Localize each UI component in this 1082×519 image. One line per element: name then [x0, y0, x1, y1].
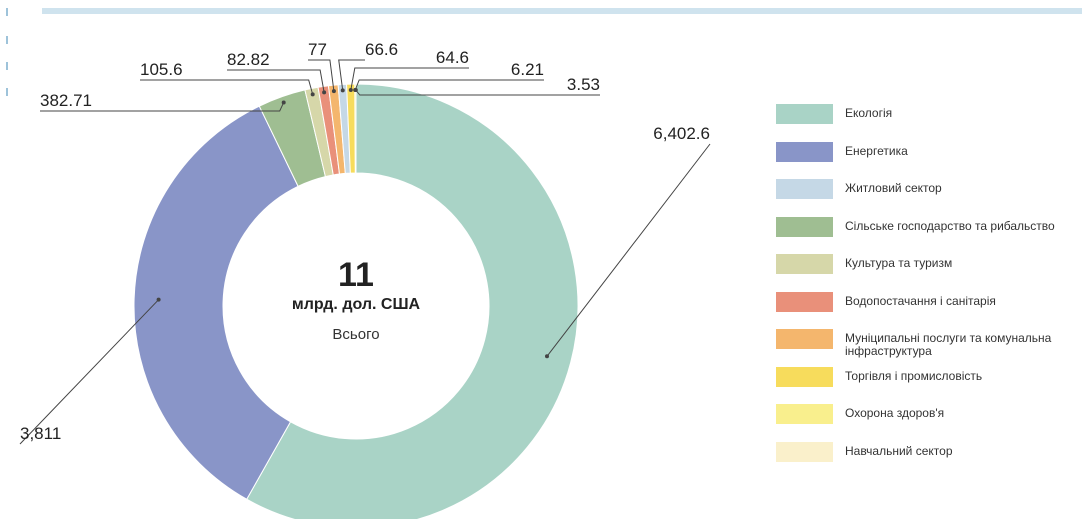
legend-item-енергетика: Енергетика — [776, 141, 1082, 162]
callout-line — [355, 89, 600, 96]
callout-anchor-dot — [353, 88, 358, 93]
legend-swatch — [776, 254, 833, 274]
value-label: 105.6 — [140, 60, 183, 79]
callout-сільське-господарство-та-рибальство: 382.71 — [40, 91, 286, 112]
legend-label: Навчальний сектор — [845, 443, 953, 458]
center-unit-label: млрд. дол. США — [292, 296, 421, 313]
donut-slice-енергетика — [133, 105, 299, 500]
callout-line — [338, 59, 365, 91]
donut-slice-екологія — [246, 83, 579, 519]
callout-водопостачання-і-санітарія: 82.82 — [227, 50, 327, 95]
callout-anchor-dot — [340, 88, 345, 93]
value-label: 82.82 — [227, 50, 270, 69]
top-divider — [42, 8, 1082, 14]
value-label: 3.53 — [567, 75, 600, 94]
legend-label: Екологія — [845, 106, 893, 120]
edge-marks — [6, 8, 10, 98]
callout-муніципальні-послуги-та-комунальна-інфраструктура: 77 — [308, 40, 336, 94]
callout-anchor-dot — [348, 88, 353, 93]
callout-anchor-dot — [310, 92, 315, 97]
legend-label: Житловий сектор — [845, 181, 942, 195]
value-label: 66.6 — [365, 40, 398, 59]
callout-екологія: 6,402.6 — [544, 124, 711, 359]
callout-line — [350, 67, 469, 91]
callout-культура-та-туризм: 105.6 — [140, 60, 315, 97]
callout-line — [19, 299, 159, 445]
legend-swatch — [776, 366, 833, 387]
callout-line — [40, 102, 285, 112]
value-label: 77 — [308, 40, 327, 59]
legend-swatch — [776, 291, 833, 312]
callout-line — [546, 143, 711, 357]
callout-житловий-сектор: 66.6 — [338, 40, 398, 93]
callout-навчальний-сектор: 3.53 — [353, 75, 600, 96]
legend-swatch — [776, 441, 833, 462]
legend-label: Муніципальні послуги та комунальна інфра… — [845, 331, 1052, 358]
legend-swatch — [776, 404, 833, 424]
callout-торгівля-і-промисловість: 64.6 — [348, 48, 469, 93]
value-label: 382.71 — [40, 91, 92, 110]
legend-swatch — [776, 104, 833, 124]
legend-item-торгівля-і-промисловість: Торгівля і промисловість — [776, 366, 1082, 387]
callout-line — [354, 79, 544, 91]
legend-item-екологія: Екологія — [776, 104, 1082, 124]
legend-item-сільське-господарство-та-рибальство: Сільське господарство та рибальство — [776, 216, 1082, 237]
callout-anchor-dot — [156, 297, 161, 302]
legend-label: Сільське господарство та рибальство — [845, 218, 1055, 233]
center-total-label: Всього — [332, 326, 379, 343]
legend-label: Водопостачання і санітарія — [845, 293, 996, 308]
callout-line — [308, 59, 335, 92]
callout-line — [227, 69, 325, 93]
legend-swatch — [776, 179, 833, 199]
legend-item-навчальний-сектор: Навчальний сектор — [776, 441, 1082, 462]
callout-anchor-dot — [322, 90, 327, 95]
legend-item-муніципальні-послуги-та-комунальна-інфраструктура: Муніципальні послуги та комунальна інфра… — [776, 329, 1082, 358]
legend-item-житловий-сектор: Житловий сектор — [776, 179, 1082, 199]
legend-label: Охорона здоров'я — [845, 406, 945, 420]
legend-swatch — [776, 141, 833, 162]
callout-anchor-dot — [331, 89, 336, 94]
value-label: 3,811 — [20, 424, 61, 443]
legend-swatch — [776, 329, 833, 349]
legend-item-культура-та-туризм: Культура та туризм — [776, 254, 1082, 274]
legend-item-водопостачання-і-санітарія: Водопостачання і санітарія — [776, 291, 1082, 312]
value-label: 64.6 — [436, 48, 469, 67]
legend-label: Торгівля і промисловість — [845, 368, 983, 383]
callout-anchor-dot — [544, 354, 549, 359]
legend-swatch — [776, 216, 833, 237]
legend-label: Культура та туризм — [845, 256, 953, 270]
legend-label: Енергетика — [845, 143, 908, 158]
callouts: 6,402.6 3,811 382.71 105.6 82.82 77 66.6 64.6 6.… — [19, 40, 711, 445]
callout-енергетика: 3,811 — [19, 297, 161, 445]
center-total-number: 11 — [338, 256, 374, 294]
value-label: 6,402.6 — [653, 124, 710, 143]
donut-chart: 6,402.6 3,811 382.71 105.6 82.82 77 66.6 64.6 6.… — [19, 40, 711, 519]
donut-slices — [133, 83, 579, 519]
callout-anchor-dot — [281, 100, 286, 105]
legend-item-охорона-здоров-я: Охорона здоров'я — [776, 404, 1082, 424]
callout-line — [140, 79, 314, 95]
value-label: 6.21 — [511, 60, 544, 79]
